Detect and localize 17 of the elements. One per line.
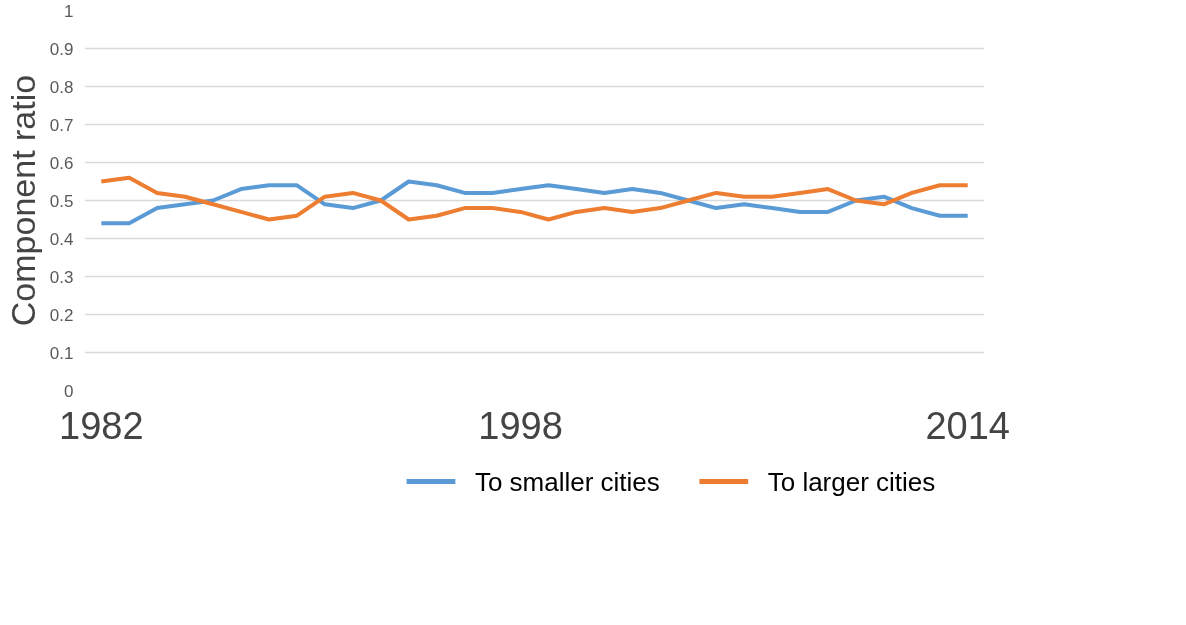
y-tick-label: 0.5 bbox=[49, 191, 74, 211]
legend-label: To smaller cities bbox=[474, 466, 660, 497]
x-tick-label: 1982 bbox=[59, 404, 144, 447]
y-tick-label: 0.8 bbox=[49, 77, 74, 97]
y-tick-label: 0 bbox=[64, 381, 74, 401]
y-tick-label: 0.9 bbox=[49, 39, 74, 59]
y-tick-label: 1 bbox=[64, 1, 74, 21]
y-tick-label: 0.4 bbox=[49, 229, 74, 249]
y-axis-title: Component ratio bbox=[3, 74, 42, 327]
legend-label: To larger cities bbox=[767, 466, 936, 497]
y-tick-label: 0.3 bbox=[49, 267, 74, 287]
x-tick-label: 2014 bbox=[925, 404, 1011, 447]
y-tick-label: 0.7 bbox=[49, 115, 74, 135]
y-tick-label: 0.6 bbox=[49, 153, 74, 173]
y-tick-label: 0.2 bbox=[49, 305, 74, 325]
y-tick-label: 0.1 bbox=[49, 343, 74, 363]
x-tick-label: 1998 bbox=[478, 404, 563, 447]
